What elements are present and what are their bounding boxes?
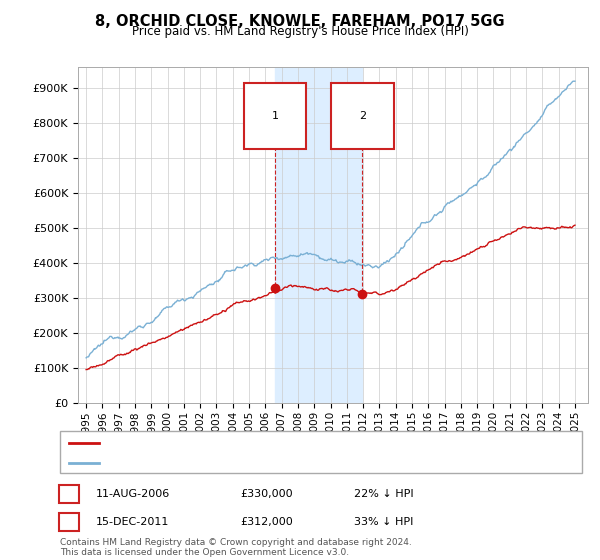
Text: 2: 2 <box>359 111 366 121</box>
Text: £330,000: £330,000 <box>240 489 293 499</box>
Text: HPI: Average price, detached house, Winchester: HPI: Average price, detached house, Winc… <box>105 458 356 468</box>
Text: 33% ↓ HPI: 33% ↓ HPI <box>354 517 413 527</box>
Text: 8, ORCHID CLOSE, KNOWLE, FAREHAM, PO17 5GG (detached house): 8, ORCHID CLOSE, KNOWLE, FAREHAM, PO17 5… <box>105 438 460 448</box>
Bar <box>275 67 362 403</box>
Text: 1: 1 <box>272 111 278 121</box>
Text: Price paid vs. HM Land Registry's House Price Index (HPI): Price paid vs. HM Land Registry's House … <box>131 25 469 38</box>
Text: 22% ↓ HPI: 22% ↓ HPI <box>354 489 413 499</box>
Text: 8, ORCHID CLOSE, KNOWLE, FAREHAM, PO17 5GG: 8, ORCHID CLOSE, KNOWLE, FAREHAM, PO17 5… <box>95 14 505 29</box>
Text: £312,000: £312,000 <box>240 517 293 527</box>
Text: 11-AUG-2006: 11-AUG-2006 <box>96 489 170 499</box>
Text: 1: 1 <box>65 489 73 499</box>
Text: 15-DEC-2011: 15-DEC-2011 <box>96 517 169 527</box>
Text: Contains HM Land Registry data © Crown copyright and database right 2024.
This d: Contains HM Land Registry data © Crown c… <box>60 538 412 557</box>
Text: 2: 2 <box>65 517 73 527</box>
